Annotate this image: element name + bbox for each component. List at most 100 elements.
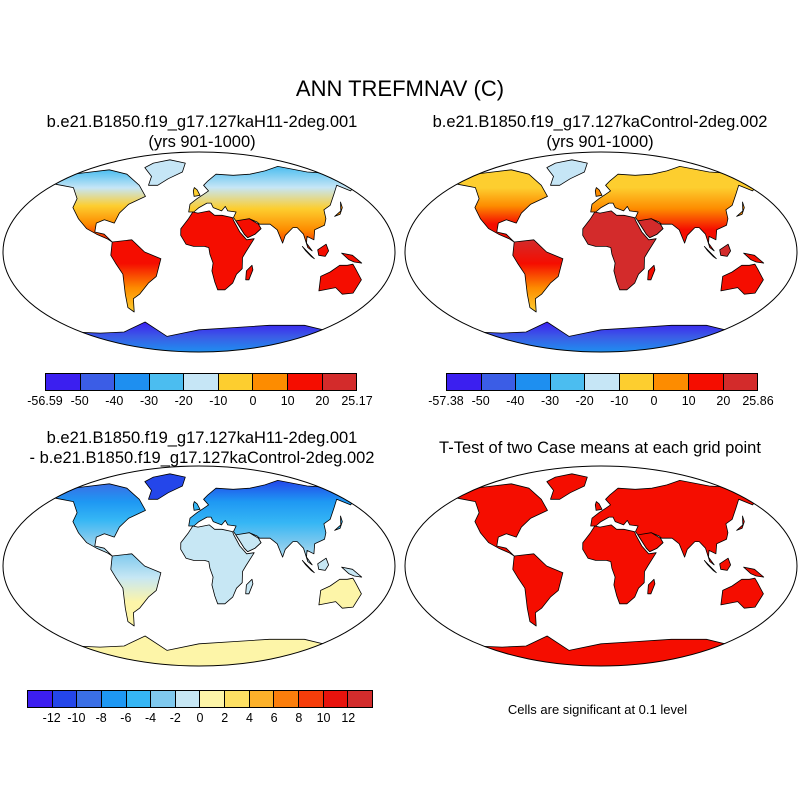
colorbar-tick-label: -56.59	[27, 394, 63, 408]
colorbar-swatch	[217, 374, 253, 390]
colorbar-tick-label: -40	[506, 394, 525, 408]
world-map	[2, 465, 396, 667]
colorbar-swatch	[148, 374, 184, 390]
landmass-uk	[192, 501, 201, 511]
landmass-sumatra	[301, 245, 315, 260]
colorbar-tick-label: -10	[610, 394, 629, 408]
colorbar-tick-label: -10	[209, 394, 228, 408]
landmass-eurasia	[188, 479, 358, 566]
colorbar-swatch	[653, 374, 688, 390]
colorbar-diff: -12 -10 -8 -6 -4 -2 0 2 4 6 8 10 12	[27, 690, 373, 726]
colorbar-tick-label: 12	[341, 711, 356, 725]
colorbar-swatch	[347, 691, 372, 707]
landmass-eurasia	[590, 479, 760, 566]
panel-title-ttest: T-Test of two Case means at each grid po…	[400, 438, 800, 458]
panel-title-line: b.e21.B1850.f19_g17.127kaH11-2deg.001	[46, 113, 358, 131]
colorbar-swatch	[286, 374, 322, 390]
landmass-southAmerica	[512, 239, 564, 313]
colorbar-labels: -56.59 -50 -40 -30 -20 -10 0 10 20 25.17	[27, 394, 372, 410]
colorbar-swatch	[618, 374, 654, 390]
landmass-northAmerica	[451, 169, 548, 243]
colorbar-tick-label: -20	[174, 394, 193, 408]
map-border	[2, 151, 396, 353]
panel-title-line: b.e21.B1850.f19_g17.127kaH11-2deg.001	[46, 429, 358, 447]
panel-title-line: (yrs 901-1000)	[148, 133, 256, 151]
panel-title-line: - b.e21.B1850.f19_g17.127kaControl-2deg.…	[29, 449, 375, 467]
landmass-uk	[192, 187, 201, 197]
colorbar-swatch	[100, 691, 126, 707]
landmass-borneo	[719, 557, 731, 571]
map-border	[404, 465, 798, 667]
landmass-eurasia	[188, 165, 358, 252]
landmass-southAmerica	[110, 553, 162, 627]
landmass-japan	[736, 515, 745, 531]
panel-title-line: (yrs 901-1000)	[546, 133, 654, 151]
colorbar-tick-label: -30	[540, 394, 560, 408]
colorbar-swatch	[252, 374, 287, 390]
colorbar-tick-label: 20	[716, 394, 731, 408]
panel-title-case1: b.e21.B1850.f19_g17.127kaH11-2deg.001 (y…	[2, 112, 402, 152]
landmass-newGuinea	[341, 252, 363, 264]
significance-note: Cells are significant at 0.1 level	[507, 702, 688, 717]
landmass-northAmerica	[451, 483, 548, 557]
main-title: ANN TREFMNAV (C)	[295, 76, 505, 101]
colorbar-tick-label: 10	[280, 394, 295, 408]
colorbar-swatch	[150, 691, 175, 707]
landmass-borneo	[719, 243, 731, 257]
colorbar-case1: -56.59 -50 -40 -30 -20 -10 0 10 20 25.17	[27, 373, 373, 410]
colorbar-swatch	[480, 374, 516, 390]
colorbar-swatch	[183, 374, 218, 390]
landmass-sumatra	[703, 245, 717, 260]
landmass-borneo	[317, 243, 330, 257]
colorbar-tick-label: 20	[315, 394, 330, 408]
landmass-arabia	[637, 532, 664, 552]
colorbar-swatch	[51, 691, 77, 707]
landmass-southAmerica	[110, 239, 162, 313]
landmass-africa	[180, 524, 255, 605]
colorbar-swatch	[273, 691, 299, 707]
colorbar-swatch	[125, 691, 151, 707]
colorbar-tick-label: 2	[221, 711, 229, 725]
colorbar-tick-label: -2	[169, 711, 181, 725]
panel-title-diff: b.e21.B1850.f19_g17.127kaH11-2deg.001 - …	[2, 428, 402, 468]
colorbar-tick-label: -8	[95, 711, 107, 725]
colorbar-swatch	[298, 691, 323, 707]
landmass-arabia	[637, 218, 664, 239]
landmass-madagascar	[647, 264, 656, 281]
colorbar-tick-label: 10	[681, 394, 696, 408]
colorbar-tick-label: 6	[270, 711, 278, 725]
panel-title-control: b.e21.B1850.f19_g17.127kaControl-2deg.00…	[400, 112, 800, 152]
colorbar-tick-label: 0	[650, 394, 658, 408]
colorbar-tick-label: -30	[139, 394, 159, 408]
colorbar-swatch	[515, 374, 550, 390]
colorbar-tick-label: 25.86	[742, 394, 774, 408]
landmass-africa	[582, 524, 657, 605]
landmass-northAmerica	[49, 169, 146, 243]
colorbar-swatch	[584, 374, 619, 390]
colorbar-tick-label: 0	[196, 711, 204, 725]
landmass-japan	[736, 201, 745, 217]
colorbar-tick-label: -20	[575, 394, 594, 408]
colorbar-tick-label: -40	[105, 394, 124, 408]
colorbar-swatch	[28, 691, 52, 707]
landmass-madagascar	[647, 578, 656, 595]
colorbar-tick-label: 4	[245, 711, 253, 725]
colorbar-tick-label: -57.38	[428, 394, 464, 408]
landmass-newGuinea	[743, 252, 765, 264]
landmass-greenland	[144, 159, 186, 186]
colorbar-swatch	[224, 691, 249, 707]
colorbar-swatch	[199, 691, 225, 707]
colorbar-swatch	[549, 374, 585, 390]
world-map	[404, 151, 798, 353]
landmass-australia	[318, 577, 362, 609]
map-border	[404, 151, 798, 353]
landmass-africa	[180, 210, 255, 291]
landmass-australia	[720, 263, 764, 295]
landmass-arabia	[235, 532, 262, 552]
colorbar-swatch	[322, 691, 348, 707]
colorbar-swatches	[446, 373, 758, 391]
colorbar-tick-label: -50	[471, 394, 490, 408]
map-border	[2, 465, 396, 667]
colorbar-swatches	[45, 373, 357, 391]
